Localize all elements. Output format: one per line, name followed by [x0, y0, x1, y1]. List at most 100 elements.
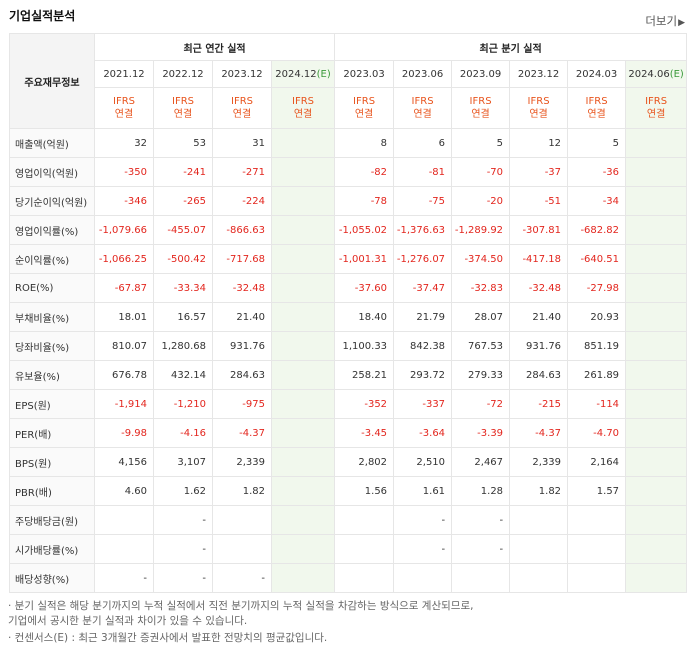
table-cell: 1,280.68 — [153, 331, 213, 361]
more-link[interactable]: 더보기▶ — [645, 13, 685, 29]
ifrs-header: IFRS 연결 — [270, 87, 336, 129]
row-label: 배당성향(%) — [9, 563, 95, 593]
table-cell — [334, 563, 395, 593]
table-cell — [625, 534, 688, 564]
table-cell: 1.62 — [153, 476, 213, 506]
ifrs-label: IFRS — [172, 96, 194, 107]
table-cell: 842.38 — [393, 331, 453, 361]
table-cell: -224 — [212, 186, 272, 216]
table-cell: - — [212, 563, 272, 593]
table-cell: 931.76 — [509, 331, 569, 361]
table-cell: 28.07 — [451, 302, 511, 332]
table-cell: -215 — [509, 389, 569, 419]
ifrs-header: IFRS 연결 — [212, 87, 272, 129]
table-cell: 2,339 — [509, 447, 569, 477]
table-cell: 2,339 — [212, 447, 272, 477]
table-row: 영업이익(억원) -350 -241 -271 -82 -81 -70 -37 -36 — [9, 157, 688, 187]
table-cell: 2,802 — [334, 447, 395, 477]
consolidated-label: 연결 — [646, 109, 666, 120]
footnote-2: 기업에서 공시한 분기 실적과 차이가 있을 수 있습니다. — [8, 615, 248, 627]
ifrs-header: IFRS 연결 — [625, 87, 688, 129]
table-cell: -975 — [212, 389, 272, 419]
table-cell: 1.82 — [509, 476, 569, 506]
table-cell — [334, 505, 395, 535]
table-cell: 6 — [393, 128, 453, 158]
table-cell: 8 — [334, 128, 395, 158]
table-row: BPS(원) 4,156 3,107 2,339 2,802 2,510 2,467 2,33… — [9, 447, 688, 477]
table-cell: -352 — [334, 389, 395, 419]
table-row: 배당성향(%) - - - — [9, 563, 688, 593]
more-label: 더보기 — [645, 14, 678, 28]
table-cell: -32.83 — [451, 273, 511, 303]
row-label: BPS(원) — [9, 447, 95, 477]
table-cell: -500.42 — [153, 244, 213, 274]
period-header: 2023.09 — [451, 60, 511, 88]
period-header: 2023.12 — [509, 60, 569, 88]
row-label: 주당배당금(원) — [9, 505, 95, 535]
ifrs-label: IFRS — [353, 96, 376, 107]
period-label: 2021.12 — [103, 68, 145, 80]
table-cell: -1,055.02 — [334, 215, 395, 245]
ifrs-header: IFRS 연결 — [153, 87, 213, 129]
table-cell — [270, 505, 336, 535]
table-cell: 2,164 — [567, 447, 627, 477]
ifrs-header: IFRS 연결 — [94, 87, 154, 129]
table-cell: -1,276.07 — [393, 244, 453, 274]
table-cell — [270, 331, 336, 361]
table-cell: -307.81 — [509, 215, 569, 245]
table-cell — [567, 505, 627, 535]
table-cell — [270, 418, 336, 448]
table-cell: 5 — [567, 128, 627, 158]
table-cell: -1,376.63 — [393, 215, 453, 245]
table-row: PBR(배) 4.60 1.62 1.82 1.56 1.61 1.28 1.82 1.57 — [9, 476, 688, 506]
table-cell: -3.39 — [451, 418, 511, 448]
table-cell: -3.45 — [334, 418, 395, 448]
table-row: 영업이익률(%) -1,079.66 -455.07 -866.63 -1,055.02… — [9, 215, 688, 245]
period-header: 2021.12 — [94, 60, 154, 88]
table-cell — [509, 505, 569, 535]
table-cell: -82 — [334, 157, 395, 187]
period-label: 2023.12 — [517, 68, 560, 80]
ifrs-label: IFRS — [292, 96, 315, 107]
table-cell: -717.68 — [212, 244, 272, 274]
period-header: 2024.06(E) — [625, 60, 688, 88]
row-label: 순이익률(%) — [9, 244, 95, 274]
table-cell: -265 — [153, 186, 213, 216]
table-cell — [625, 331, 688, 361]
table-cell: 1.61 — [393, 476, 453, 506]
table-cell: -1,210 — [153, 389, 213, 419]
row-label: 당좌비율(%) — [9, 331, 95, 361]
table-cell: -20 — [451, 186, 511, 216]
table-cell — [212, 534, 272, 564]
table-cell — [270, 563, 336, 593]
table-cell — [625, 563, 688, 593]
table-cell: 1.28 — [451, 476, 511, 506]
consolidated-label: 연결 — [471, 109, 490, 120]
table-cell: -1,079.66 — [94, 215, 154, 245]
table-cell — [625, 244, 688, 274]
table-cell: -9.98 — [94, 418, 154, 448]
table-cell — [334, 534, 395, 564]
table-cell: -37 — [509, 157, 569, 187]
table-cell: 20.93 — [567, 302, 627, 332]
table-cell: -67.87 — [94, 273, 154, 303]
table-cell — [625, 505, 688, 535]
period-label: 2024.03 — [575, 68, 618, 80]
table-cell: 284.63 — [212, 360, 272, 390]
table-row: 매출액(억원) 32 53 31 8 6 5 12 5 — [9, 128, 688, 158]
row-label: EPS(원) — [9, 389, 95, 419]
period-label: 2024.06 — [628, 68, 670, 80]
table-row: ROE(%) -67.87 -33.34 -32.48 -37.60 -37.47 -32.… — [9, 273, 688, 303]
period-label: 2023.06 — [401, 68, 444, 80]
table-cell: 31 — [212, 128, 272, 158]
consolidated-label: 연결 — [413, 109, 432, 120]
table-cell: 21.40 — [509, 302, 569, 332]
period-header: 2024.12(E) — [270, 60, 336, 88]
table-cell — [567, 563, 627, 593]
period-header: 2023.12 — [212, 60, 272, 88]
table-cell: 21.79 — [393, 302, 453, 332]
consolidated-label: 연결 — [232, 109, 252, 120]
table-row: 주당배당금(원) - - - — [9, 505, 688, 535]
table-cell: -346 — [94, 186, 154, 216]
period-header: 2023.03 — [334, 60, 395, 88]
